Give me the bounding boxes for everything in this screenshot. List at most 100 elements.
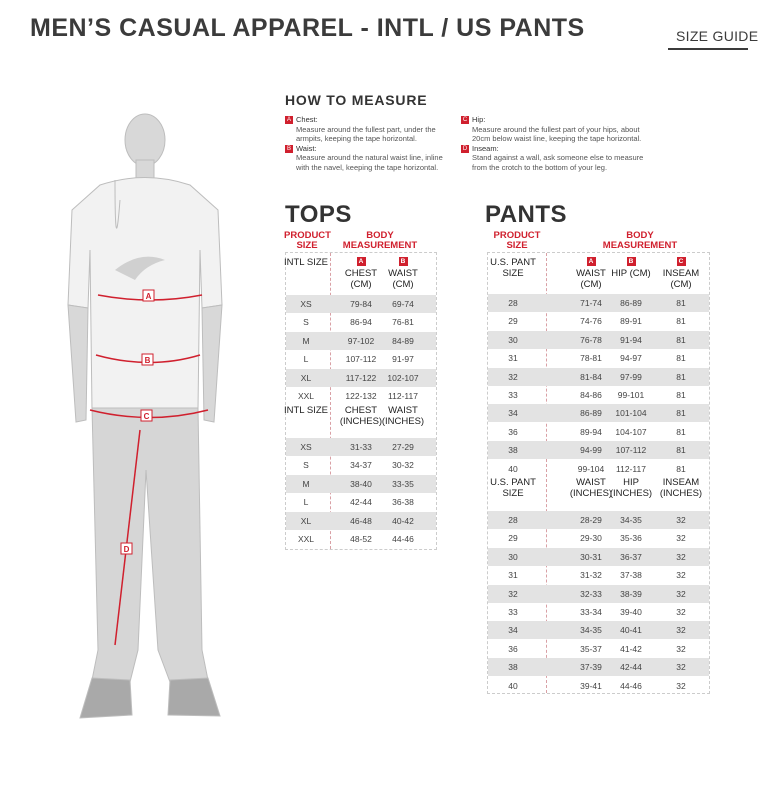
table-cell: 86-94: [350, 317, 372, 328]
table-cell: 104-107: [615, 426, 647, 437]
table-cell: 117-122: [345, 372, 377, 383]
table-row: 33 33-34 39-40 32: [488, 603, 709, 621]
table-row: 29 29-30 35-36 32: [488, 529, 709, 547]
column-header-text: CHEST (INCHES): [339, 405, 383, 427]
column-header-text: U.S. PANT SIZE: [490, 257, 536, 279]
table-row: 33 84-86 99-101 81: [488, 386, 709, 404]
table-cell: 33-34: [580, 607, 602, 617]
table-cell: 36-37: [620, 551, 642, 562]
column-header: WAIST (INCHES): [562, 477, 620, 499]
table-cell: 30: [508, 334, 518, 345]
table-cell: 31-33: [350, 442, 372, 452]
table-cell: 97-99: [620, 371, 642, 382]
table-cell: 76-81: [392, 317, 414, 328]
table-row: 38 37-39 42-44 32: [488, 658, 709, 677]
column-header: A CHEST (CM): [338, 257, 384, 290]
table-cell: 91-94: [620, 334, 642, 345]
pants-product-size: PRODUCT SIZE: [493, 230, 541, 251]
table-cell: 34: [508, 625, 518, 636]
table-row: 40 39-41 44-46 32: [488, 677, 709, 695]
table-row: M 97-102 84-89: [286, 331, 436, 350]
legend-label: Waist:: [296, 143, 317, 153]
column-divider: [330, 253, 331, 549]
table-cell: 101-104: [615, 408, 647, 419]
table-cell: 34-35: [580, 625, 602, 636]
legend-text: Measure around the natural waist line, i…: [296, 153, 443, 172]
table-cell: M: [302, 478, 310, 489]
column-header-text: INTL SIZE: [284, 405, 328, 416]
column-header: INTL SIZE: [283, 257, 329, 268]
table-row: 36 35-37 41-42 32: [488, 640, 709, 658]
table-row: 28 28-29 34-35 32: [488, 511, 709, 529]
table-cell: 81-84: [580, 371, 602, 382]
legend-chest: A Chest: Measure around the fullest part,…: [285, 115, 455, 172]
table-cell: 79-84: [350, 299, 372, 309]
marker-a: A: [146, 292, 152, 301]
badge-c: C: [461, 116, 469, 125]
legend-label: Inseam:: [472, 143, 499, 153]
table-cell: 94-99: [580, 445, 602, 456]
table-cell: 31-32: [580, 570, 602, 581]
table-cell: S: [303, 317, 309, 328]
column-header: C INSEAM (CM): [658, 257, 704, 290]
table-cell: 36: [508, 426, 518, 437]
table-cell: 30-32: [392, 460, 414, 471]
column-header: WAIST (INCHES): [374, 405, 432, 427]
table-cell: 32: [676, 588, 686, 599]
table-cell: 32: [676, 643, 686, 654]
table-row: 30 30-31 36-37 32: [488, 547, 709, 566]
table-cell: 48-52: [350, 534, 372, 544]
table-row: S 34-37 30-32: [286, 456, 436, 474]
table-cell: 32-33: [580, 588, 602, 599]
column-header-text: HIP (INCHES): [609, 477, 653, 499]
table-cell: 32: [676, 515, 686, 525]
table-cell: 28: [508, 515, 518, 525]
table-cell: 81: [676, 316, 686, 327]
logo-mark: [115, 256, 165, 280]
table-cell: 107-112: [345, 354, 377, 365]
table-cell: 36-38: [392, 497, 414, 508]
column-header-text: INTL SIZE: [284, 257, 328, 268]
table-cell: 36: [508, 643, 518, 654]
badge-a: A: [285, 116, 293, 125]
table-cell: M: [302, 335, 310, 346]
table-cell: 37-38: [620, 570, 642, 581]
table-cell: 38-39: [620, 588, 642, 599]
badge-b: B: [398, 257, 408, 266]
table-cell: 29: [508, 316, 518, 327]
column-header: U.S. PANT SIZE: [484, 477, 542, 499]
table-row: 30 76-78 91-94 81: [488, 330, 709, 349]
table-cell: 44-46: [620, 680, 642, 691]
badge-b: B: [285, 144, 293, 153]
tops-table: INTL SIZE A CHEST (CM) B WAIST (CM) XS 79-84 69…: [283, 252, 437, 550]
table-row: L 107-112 91-97: [286, 350, 436, 368]
table-cell: 31: [508, 570, 518, 581]
column-divider: [546, 253, 547, 693]
table-cell: 81: [676, 298, 686, 308]
table-cell: 97-102: [347, 335, 375, 346]
table-cell: S: [303, 460, 309, 471]
table-cell: 35-36: [620, 533, 642, 544]
table-cell: 32: [676, 625, 686, 636]
table-row: 28 71-74 86-89 81: [488, 294, 709, 312]
column-header-text: INSEAM (INCHES): [659, 477, 703, 499]
column-header: B HIP (CM): [608, 257, 654, 279]
legend-text: Stand against a wall, ask someone else t…: [472, 153, 644, 172]
badge-d: D: [461, 144, 469, 153]
table-cell: 40-41: [620, 625, 642, 636]
tops-title: TOPS: [285, 201, 352, 228]
table-cell: 107-112: [615, 445, 647, 456]
column-header: B WAIST (CM): [380, 257, 426, 290]
legend-text: Measure around the fullest part, under t…: [296, 124, 436, 144]
table-row: XS 31-33 27-29: [286, 438, 436, 456]
table-cell: 38: [508, 662, 518, 673]
table-cell: 28: [508, 298, 518, 308]
column-header-text: WAIST (CM): [576, 268, 606, 290]
table-cell: 94-97: [620, 353, 642, 364]
table-cell: 71-74: [580, 298, 602, 308]
table-row: L 42-44 36-38: [286, 493, 436, 511]
column-header: U.S. PANT SIZE: [484, 257, 542, 279]
table-cell: 42-44: [620, 662, 642, 673]
table-cell: 81: [676, 390, 686, 400]
table-cell: 99-101: [617, 390, 645, 400]
